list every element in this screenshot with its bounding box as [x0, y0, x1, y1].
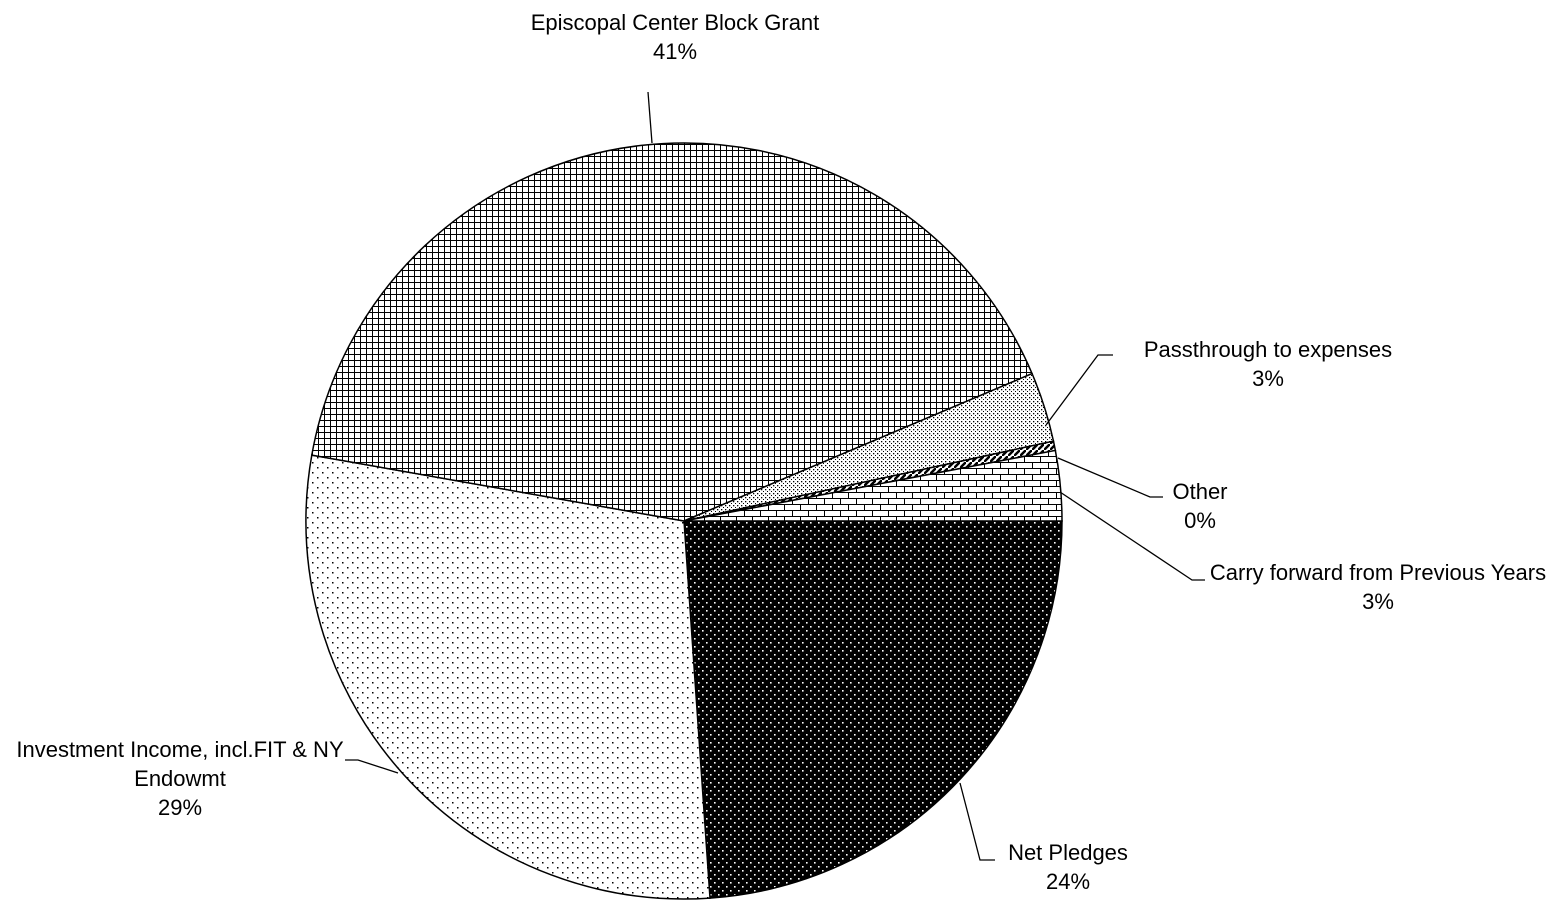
data-label: Other 0% [1140, 477, 1260, 535]
slice-name: Other [1172, 479, 1228, 504]
data-label: Episcopal Center Block Grant 41% [528, 8, 823, 66]
data-label: Carry forward from Previous Years 3% [1203, 558, 1553, 616]
pie-slice [310, 142, 1034, 522]
slice-percent: 29% [157, 795, 203, 820]
data-label: Passthrough to expenses 3% [1108, 335, 1428, 393]
pie-slice [683, 449, 1063, 522]
data-label: Investment Income, incl.FIT & NY Endowmt… [8, 735, 353, 822]
slice-percent: 3% [1362, 589, 1394, 614]
slice-name: Investment Income, incl.FIT & NY Endowmt [16, 737, 344, 791]
slice-percent: 3% [1252, 366, 1284, 391]
leader-lines [345, 91, 1205, 861]
slice-percent: 0% [1184, 508, 1216, 533]
slice-name: Net Pledges [1008, 840, 1128, 865]
leader-line [647, 91, 653, 144]
slice-percent: 41% [652, 39, 698, 64]
data-label: Net Pledges 24% [938, 838, 1198, 896]
slice-name: Passthrough to expenses [1143, 337, 1393, 362]
slice-percent: 24% [1045, 869, 1091, 894]
pie-slice [305, 454, 711, 900]
leader-line [1059, 491, 1205, 581]
slices [305, 142, 1063, 900]
pie-slice [683, 520, 1063, 899]
leader-line [959, 782, 995, 861]
leader-line [1057, 457, 1163, 498]
leader-line [1045, 354, 1113, 426]
slice-name: Episcopal Center Block Grant [530, 10, 820, 35]
leader-line [345, 759, 399, 774]
slice-name: Carry forward from Previous Years [1209, 560, 1547, 585]
